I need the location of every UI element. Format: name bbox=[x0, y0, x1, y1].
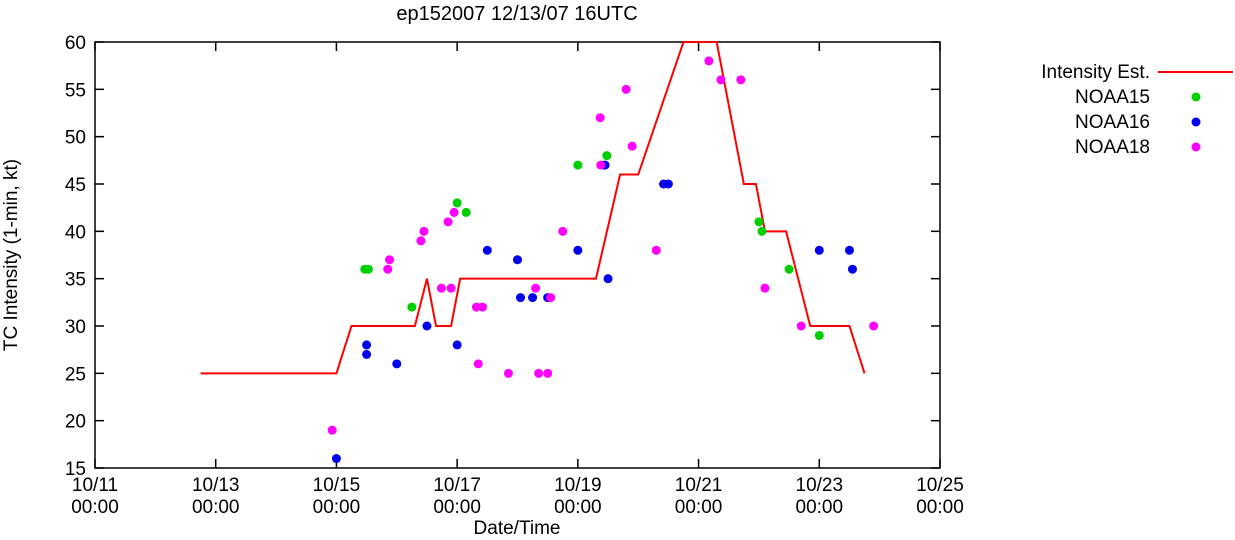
legend-dot-sample bbox=[1191, 92, 1201, 102]
noaa15-point bbox=[602, 151, 612, 161]
noaa16-point bbox=[847, 264, 857, 274]
y-tick-label: 55 bbox=[65, 80, 86, 101]
y-tick-label: 20 bbox=[65, 412, 86, 433]
noaa18-point bbox=[383, 264, 393, 274]
noaa18-point bbox=[473, 359, 483, 369]
y-tick-label: 40 bbox=[65, 222, 86, 243]
noaa16-point bbox=[844, 245, 854, 255]
noaa18-point bbox=[436, 283, 446, 293]
noaa18-point bbox=[419, 226, 429, 236]
noaa16-point bbox=[663, 179, 673, 189]
noaa18-point bbox=[595, 113, 605, 123]
noaa16-point bbox=[362, 340, 372, 350]
x-tick-label-date: 10/11 bbox=[72, 475, 118, 496]
noaa18-point bbox=[869, 321, 879, 331]
noaa16-point bbox=[814, 245, 824, 255]
x-tick-label-time: 00:00 bbox=[192, 497, 240, 518]
noaa18-point bbox=[716, 75, 726, 85]
noaa18-point bbox=[558, 226, 568, 236]
x-tick-label-date: 10/13 bbox=[192, 475, 240, 496]
y-axis-label: TC Intensity (1-min, kt) bbox=[1, 159, 22, 351]
plot-border bbox=[94, 41, 941, 469]
x-tick-label-time: 00:00 bbox=[71, 497, 119, 518]
noaa18-point bbox=[704, 56, 714, 66]
noaa18-point bbox=[543, 368, 553, 378]
noaa18-point bbox=[531, 283, 541, 293]
x-tick-label-time: 00:00 bbox=[313, 497, 361, 518]
noaa18-point bbox=[627, 141, 637, 151]
noaa15-point bbox=[757, 226, 767, 236]
noaa18-point bbox=[760, 283, 770, 293]
noaa15-point bbox=[452, 198, 462, 208]
x-axis-label: Date/Time bbox=[474, 518, 561, 539]
noaa18-point bbox=[449, 207, 459, 217]
y-tick-label: 45 bbox=[65, 175, 86, 196]
legend-label-noaa16: NOAA16 bbox=[1075, 112, 1150, 133]
legend: Intensity Est. NOAA15 NOAA16 NOAA18 bbox=[1041, 62, 1233, 158]
y-tick-label: 15 bbox=[65, 459, 86, 480]
x-tick-label-date: 10/25 bbox=[916, 475, 964, 496]
noaa15-point bbox=[573, 160, 583, 170]
noaa15-point bbox=[363, 264, 373, 274]
noaa16-point bbox=[331, 454, 341, 464]
noaa16-point bbox=[603, 274, 613, 284]
x-tick-label-date: 10/21 bbox=[675, 475, 723, 496]
x-tick-label-date: 10/19 bbox=[554, 475, 602, 496]
noaa16-point bbox=[528, 293, 538, 303]
legend-dot-sample bbox=[1191, 117, 1201, 127]
y-tick-label: 35 bbox=[65, 270, 86, 291]
noaa18-point bbox=[443, 217, 453, 227]
x-tick-label-date: 10/23 bbox=[796, 475, 844, 496]
noaa15-point bbox=[461, 207, 471, 217]
x-tick-label-time: 00:00 bbox=[916, 497, 964, 518]
noaa15-point bbox=[754, 217, 764, 227]
noaa16-point bbox=[422, 321, 432, 331]
noaa18-point bbox=[651, 245, 661, 255]
x-tick-label-time: 00:00 bbox=[433, 497, 481, 518]
noaa16-point bbox=[516, 293, 526, 303]
noaa18-point bbox=[503, 368, 513, 378]
noaa18-point bbox=[385, 255, 395, 265]
noaa16-point bbox=[362, 349, 372, 359]
x-tick-label-time: 00:00 bbox=[554, 497, 602, 518]
x-tick-label-time: 00:00 bbox=[675, 497, 723, 518]
noaa16-point bbox=[392, 359, 402, 369]
noaa16-point bbox=[573, 245, 583, 255]
y-tick-label: 60 bbox=[65, 33, 86, 54]
y-tick-label: 50 bbox=[65, 128, 86, 149]
noaa18-point bbox=[327, 425, 337, 435]
noaa16-point bbox=[482, 245, 492, 255]
y-tick-label: 30 bbox=[65, 317, 86, 338]
noaa18-point bbox=[416, 236, 426, 246]
legend-label-noaa18: NOAA18 bbox=[1075, 137, 1150, 158]
noaa18-point bbox=[477, 302, 487, 312]
noaa16-point bbox=[452, 340, 462, 350]
intensity-line bbox=[200, 41, 866, 375]
chart-title: ep152007 12/13/07 16UTC bbox=[396, 3, 637, 25]
noaa18-point bbox=[596, 160, 606, 170]
y-tick-label: 25 bbox=[65, 364, 86, 385]
noaa18-point bbox=[534, 368, 544, 378]
legend-label-noaa15: NOAA15 bbox=[1075, 87, 1150, 108]
x-tick-label-time: 00:00 bbox=[796, 497, 844, 518]
x-tick-label-date: 10/15 bbox=[313, 475, 361, 496]
noaa18-point bbox=[446, 283, 456, 293]
noaa15-point bbox=[407, 302, 417, 312]
noaa18-point bbox=[736, 75, 746, 85]
noaa18-point bbox=[546, 293, 556, 303]
noaa16-point bbox=[513, 255, 522, 265]
noaa15-point bbox=[784, 264, 794, 274]
x-tick-label-date: 10/17 bbox=[433, 475, 481, 496]
noaa15-point bbox=[814, 330, 824, 340]
noaa18-point bbox=[621, 84, 631, 94]
legend-label-intensity-est-: Intensity Est. bbox=[1041, 62, 1150, 83]
legend-dot-sample bbox=[1191, 142, 1201, 152]
noaa18-point bbox=[796, 321, 806, 331]
plot-area: 10/1100:0010/1300:0010/1500:0010/1700:00… bbox=[65, 33, 964, 518]
